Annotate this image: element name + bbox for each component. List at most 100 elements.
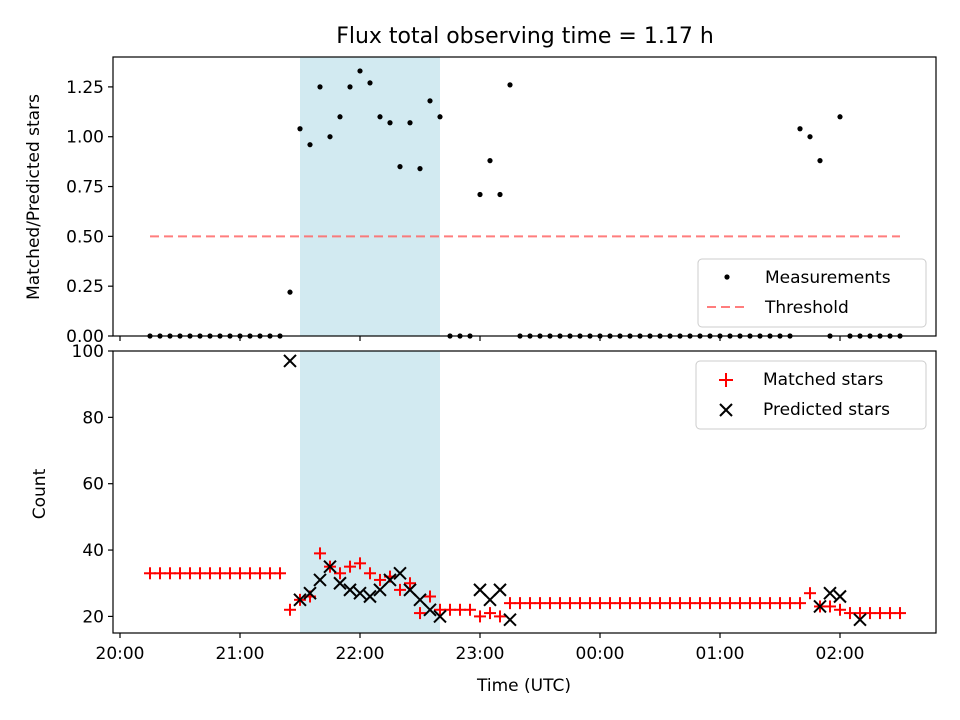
predicted-star-d2 bbox=[823, 586, 837, 600]
measurement-point bbox=[377, 114, 383, 120]
predicted-star-d2 bbox=[493, 583, 507, 597]
top-y-tick-label: 0.50 bbox=[66, 227, 104, 247]
predicted-star-marker bbox=[833, 589, 847, 604]
top-highlight-span bbox=[300, 57, 440, 336]
predicted-star-marker bbox=[503, 613, 517, 627]
predicted-star-marker bbox=[493, 583, 507, 597]
top-legend-box bbox=[697, 258, 927, 328]
predicted-star-d2 bbox=[293, 593, 307, 607]
predicted-star-d2 bbox=[853, 613, 867, 627]
predicted-star-d2 bbox=[423, 603, 437, 617]
matched-star-marker bbox=[284, 603, 296, 616]
matched-star-marker bbox=[824, 600, 836, 613]
matched-star-marker bbox=[374, 573, 386, 586]
measurement-point bbox=[367, 80, 373, 86]
top-panel: Flux total observing time = 1.17 h 0.000… bbox=[24, 24, 937, 347]
predicted-star-d2 bbox=[363, 589, 377, 604]
predicted-star-d2 bbox=[383, 573, 397, 587]
measurement-point bbox=[497, 191, 503, 198]
top-legend: Measurements Threshold bbox=[697, 258, 927, 328]
bottom-y-axis-label: Count bbox=[30, 468, 50, 519]
predicted-star-d2 bbox=[283, 354, 297, 368]
predicted-star-marker bbox=[363, 589, 377, 604]
predicted-star-marker bbox=[283, 354, 297, 368]
measurement-point bbox=[417, 166, 423, 172]
legend-matched-marker bbox=[719, 373, 733, 387]
matched-star-marker bbox=[404, 577, 416, 590]
measurement-point bbox=[837, 114, 843, 120]
predicted-star-d2 bbox=[433, 609, 447, 624]
top-axes-frame bbox=[112, 56, 937, 337]
bottom-y-tick-label: 80 bbox=[82, 408, 104, 428]
matched-star-marker bbox=[314, 547, 326, 560]
predicted-star-d2 bbox=[393, 566, 407, 580]
legend-measurements-label: Measurements bbox=[765, 268, 891, 288]
top-y-tick-label: 0.75 bbox=[66, 178, 104, 198]
top-y-tick-label: 1.25 bbox=[66, 78, 104, 98]
measurement-point bbox=[297, 126, 303, 132]
matched-star-marker bbox=[474, 610, 486, 623]
top-y-axis-label: Matched/Predicted stars bbox=[24, 94, 44, 300]
measurement-point bbox=[477, 191, 483, 198]
predicted-star-marker bbox=[433, 609, 447, 624]
bottom-highlight-span bbox=[300, 351, 440, 633]
predicted-star-d2 bbox=[813, 599, 827, 614]
matched-star-marker bbox=[354, 557, 366, 570]
measurement-point bbox=[387, 120, 393, 126]
bottom-x-tick-label: 23:00 bbox=[456, 644, 505, 664]
bottom-x-tick-label: 20:00 bbox=[96, 644, 145, 664]
bottom-legend: Matched stars Predicted stars bbox=[695, 360, 927, 430]
measurement-points bbox=[147, 68, 903, 339]
bottom-x-axis-label: Time (UTC) bbox=[476, 676, 571, 696]
legend-measurements-marker bbox=[724, 274, 730, 280]
predicted-star-d2 bbox=[303, 586, 317, 600]
measurement-point bbox=[347, 84, 353, 90]
matched-star-marker bbox=[794, 597, 806, 610]
matched-star-marker bbox=[414, 607, 426, 620]
predicted-star-marker bbox=[353, 586, 367, 600]
measurement-point bbox=[307, 142, 313, 148]
matched-star-marker bbox=[464, 603, 476, 616]
predicted-star-marker bbox=[313, 573, 327, 587]
measurement-point bbox=[797, 126, 803, 132]
predicted-star-d2 bbox=[323, 559, 337, 574]
matched-stars-points bbox=[144, 547, 906, 623]
predicted-star-d2 bbox=[473, 583, 487, 597]
matched-star-marker bbox=[804, 587, 816, 600]
bottom-x-tick-label: 00:00 bbox=[576, 644, 625, 664]
top-y-axis-ticks: 0.00 0.25 0.50 0.75 1.00 1.25 bbox=[66, 78, 113, 347]
bottom-x-tick-label: 02:00 bbox=[816, 644, 865, 664]
legend-predicted-marker bbox=[719, 403, 733, 417]
measurement-point bbox=[487, 158, 493, 164]
measurement-point bbox=[507, 82, 513, 88]
measurement-point bbox=[287, 289, 293, 295]
predicted-star-marker bbox=[393, 566, 407, 580]
predicted-star-marker bbox=[813, 599, 827, 614]
bottom-x-tick-label: 22:00 bbox=[336, 644, 385, 664]
predicted-star-marker bbox=[853, 613, 867, 627]
matched-star-marker bbox=[344, 560, 356, 573]
top-y-tick-label: 1.00 bbox=[66, 128, 104, 148]
predicted-star-marker bbox=[383, 573, 397, 587]
predicted-star-d2 bbox=[353, 586, 367, 600]
measurement-point bbox=[407, 120, 413, 126]
matched-star-marker bbox=[834, 603, 846, 616]
predicted-star-d2 bbox=[503, 613, 517, 627]
bottom-legend-box bbox=[695, 360, 927, 430]
measurement-point bbox=[437, 114, 443, 120]
bottom-y-axis-ticks: 20 40 60 80 100 bbox=[72, 342, 113, 627]
predicted-star-d2 bbox=[403, 583, 417, 597]
matched-star-marker bbox=[484, 607, 496, 620]
predicted-star-d2 bbox=[313, 573, 327, 587]
matched-star-marker bbox=[394, 583, 406, 596]
predicted-star-d2 bbox=[413, 593, 427, 607]
predicted-star-marker bbox=[323, 559, 337, 574]
measurement-point bbox=[817, 158, 823, 164]
matched-star-marker bbox=[364, 567, 376, 580]
measurement-point bbox=[807, 134, 813, 140]
matched-star-marker bbox=[334, 567, 346, 580]
bottom-x-tick-label: 01:00 bbox=[696, 644, 745, 664]
bottom-y-tick-label: 60 bbox=[82, 475, 104, 495]
chart-title: Flux total observing time = 1.17 h bbox=[336, 24, 714, 49]
legend-threshold-label: Threshold bbox=[764, 298, 849, 318]
